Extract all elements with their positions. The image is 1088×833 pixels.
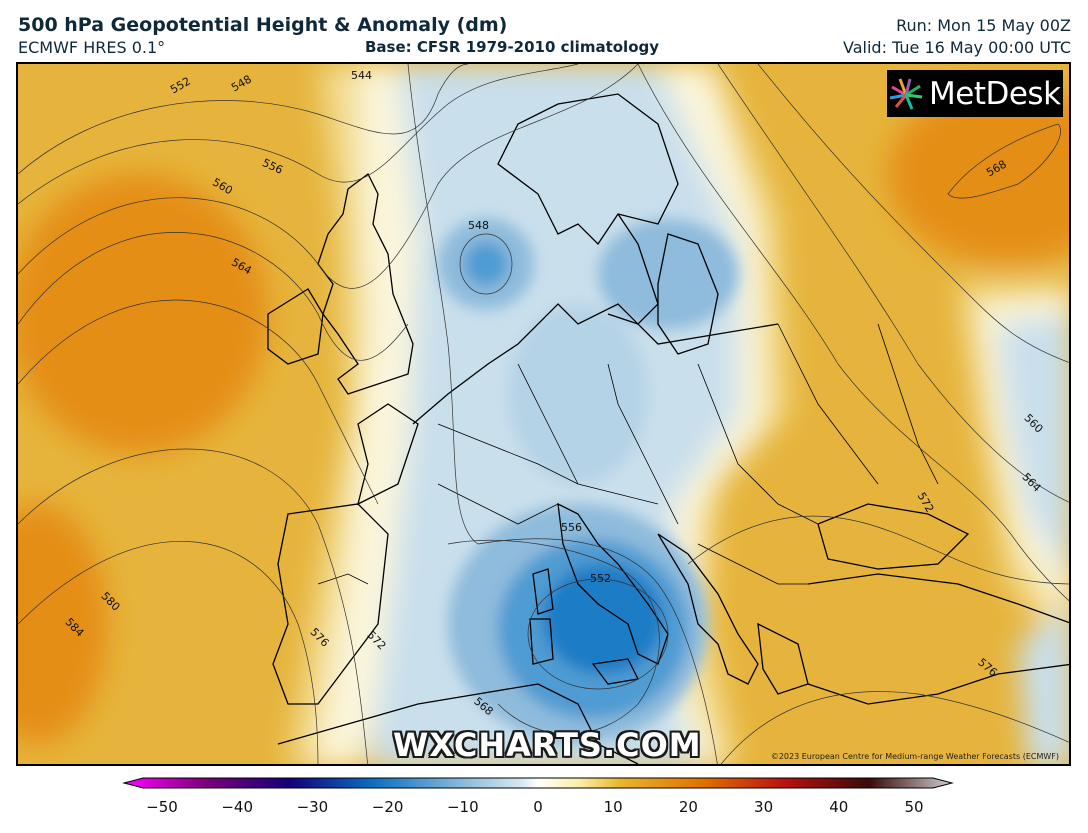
contour-label: 544 — [351, 69, 372, 82]
colorbar-tick-label: −20 — [371, 798, 404, 816]
metdesk-wordmark: MetDesk — [929, 75, 1061, 112]
negative-cores — [438, 218, 738, 744]
contour-label: 556 — [561, 521, 582, 534]
climatology-base: Base: CFSR 1979-2010 climatology — [365, 38, 660, 56]
contour-label: 552 — [590, 572, 611, 585]
metdesk-logo: MetDesk — [887, 70, 1063, 117]
country-borders — [317, 323, 939, 585]
chart-title: 500 hPa Geopotential Height & Anomaly (d… — [18, 14, 508, 36]
colorbar-tick-label: 50 — [904, 798, 924, 816]
colorbar-tick-label: 0 — [533, 798, 543, 816]
valid-time: Valid: Tue 16 May 00:00 UTC — [843, 38, 1071, 57]
anomaly-map[interactable]: 552 548 544 556 560 564 548 568 560 564 572 556 552 5… — [16, 62, 1071, 766]
height-contours — [18, 64, 1069, 764]
model-subtitle: ECMWF HRES 0.1° — [18, 38, 166, 57]
ecmwf-copyright: ©2023 European Centre for Medium-range W… — [770, 752, 1059, 761]
colorbar — [122, 777, 954, 789]
colorbar-tick-label: −40 — [221, 798, 254, 816]
colorbar-tick-label: −30 — [296, 798, 329, 816]
coastlines — [267, 93, 1069, 764]
colorbar-tick-label: 40 — [829, 798, 849, 816]
colorbar-tick-label: −10 — [446, 798, 479, 816]
metdesk-pinwheel-icon — [889, 77, 923, 110]
colorbar-tick-label: 30 — [754, 798, 774, 816]
wxcharts-watermark: WXCHARTS.COM — [393, 726, 702, 764]
colorbar-tick-label: 20 — [678, 798, 698, 816]
colorbar-bar — [122, 777, 954, 789]
colorbar-tick-label: −50 — [146, 798, 178, 816]
run-time: Run: Mon 15 May 00Z — [896, 16, 1071, 35]
map-canvas — [18, 64, 1069, 764]
contour-label: 548 — [468, 219, 489, 232]
colorbar-tick-label: 10 — [603, 798, 623, 816]
